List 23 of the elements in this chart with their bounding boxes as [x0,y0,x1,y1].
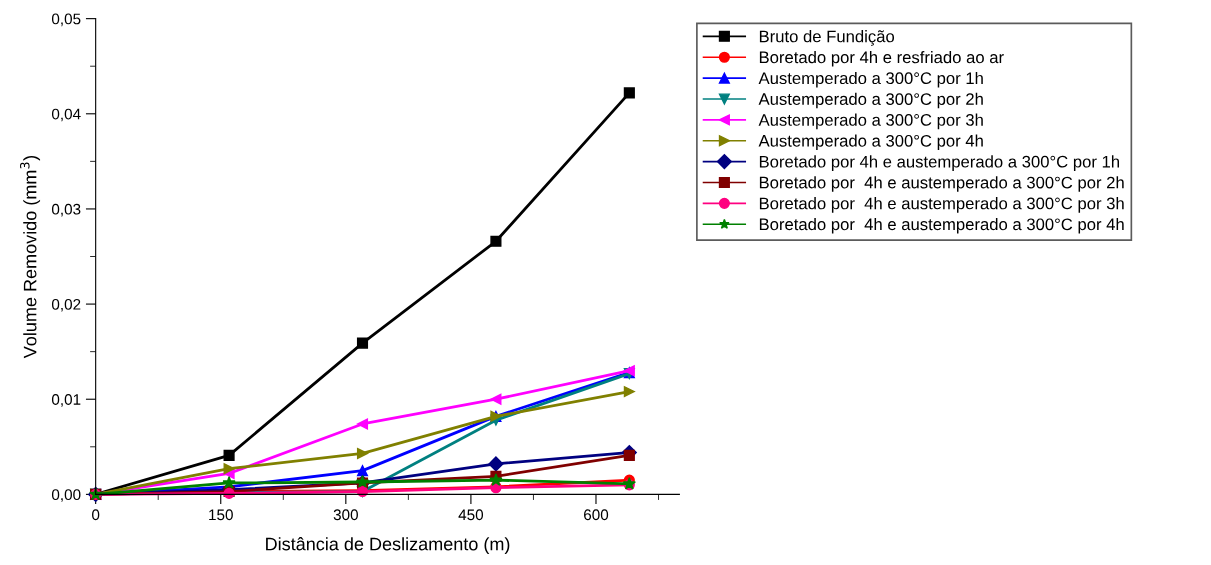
legend-label: Austemperado a 300°C por 1h [758,71,983,88]
y-tick-label: 0,00 [51,489,81,502]
y-axis-title: Volume Removido (mm$^{3}$) [20,156,41,359]
legend-label: Austemperado a 300°C por 3h [758,113,983,130]
y-tick-label: 0,02 [51,298,81,312]
legend-label: Boretado por 4h e austemperado a 300°C por 3h [759,197,1124,213]
y-tick-label: 0,04 [51,108,81,122]
legend-label: Boretado por 4h e austemperado a 300°C por 4h [759,217,1124,234]
x-tick-label: 0 [92,509,100,521]
x-tick-label: 450 [458,509,484,521]
legend-label: Bruto de Fundição [759,30,895,46]
legend-label: Austemperado a 300°C por 2h [758,92,983,109]
x-axis-title: Distância de Deslizamento (m) [266,537,510,554]
legend-label: Boretado por 4h e austemperado a 300°C por 2h [759,176,1124,192]
y-tick-label: 0,01 [51,394,81,407]
legend-label: Boretado por 4h e resfriado ao ar [759,51,1004,67]
legend-label: Austemperado a 300°C por 4h [758,134,983,151]
y-tick-label: 0,05 [51,13,81,27]
y-tick-label: 0,03 [51,203,81,217]
x-tick-label: 600 [584,509,609,521]
x-tick-label: 300 [333,509,358,521]
legend-label: Boretado por 4h e austemperado a 300°C por 1h [759,155,1120,171]
x-tick-label: 150 [209,509,233,521]
